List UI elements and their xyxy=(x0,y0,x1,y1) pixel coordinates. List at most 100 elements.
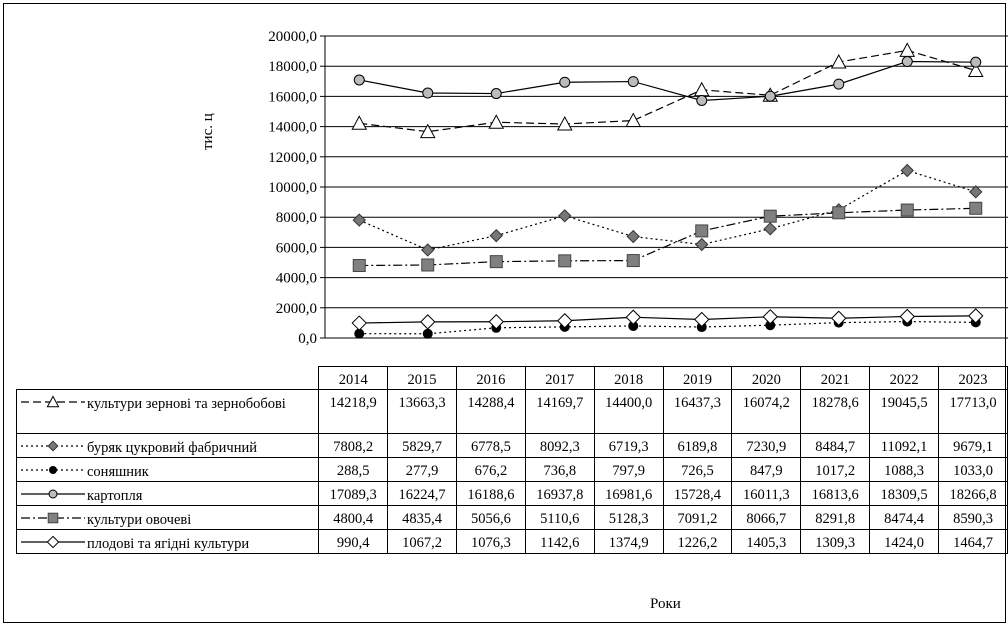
legend-label: культури овочеві xyxy=(87,512,192,528)
data-label: 1142,6 xyxy=(524,529,595,554)
data-label: 16937,8 xyxy=(524,481,595,506)
legend-symbol xyxy=(21,466,85,474)
marker-diamond xyxy=(557,313,573,329)
y-tick-label: 10000,0 xyxy=(268,180,317,196)
data-label: 8590,3 xyxy=(938,505,1008,530)
data-label: 5056,6 xyxy=(455,505,526,530)
marker-diamond xyxy=(626,229,640,244)
marker-circle xyxy=(48,489,58,499)
y-tick-label: 0,0 xyxy=(298,331,317,347)
marker-triangle xyxy=(488,114,505,129)
data-label: 8484,7 xyxy=(800,433,871,458)
data-label: 19045,5 xyxy=(869,389,939,434)
legend-cell: плодові та ягідні культури xyxy=(15,529,320,554)
marker-triangle xyxy=(899,42,916,57)
marker-diamond xyxy=(694,311,710,328)
legend-label: соняшник xyxy=(87,464,149,480)
marker-diamond xyxy=(489,228,503,243)
marker-square xyxy=(763,209,777,223)
data-label: 16011,3 xyxy=(731,481,802,506)
data-label: 1226,2 xyxy=(662,529,733,554)
data-label: 18278,6 xyxy=(800,389,871,434)
marker-square xyxy=(969,201,983,215)
marker-diamond xyxy=(46,535,60,549)
marker-diamond xyxy=(900,163,914,178)
y-tick-label: 18000,0 xyxy=(268,59,317,75)
marker-circle xyxy=(354,328,365,339)
marker-diamond xyxy=(488,314,504,330)
data-label: 6189,8 xyxy=(662,433,733,458)
legend-cell: культури овочеві xyxy=(15,505,320,530)
marker-circle xyxy=(764,90,776,102)
series-line xyxy=(359,207,976,267)
category-label: 2022 xyxy=(869,366,939,390)
data-label: 288,5 xyxy=(318,457,389,482)
category-label: 2017 xyxy=(524,366,595,390)
legend-label: буряк цукровий фабричний xyxy=(87,440,257,456)
data-label: 1017,2 xyxy=(800,457,871,482)
series-line xyxy=(359,320,976,335)
marker-diamond xyxy=(558,209,572,223)
marker-diamond xyxy=(421,243,435,257)
data-label: 8291,8 xyxy=(800,505,871,530)
data-label: 16437,3 xyxy=(662,389,733,434)
data-label: 7808,2 xyxy=(318,433,389,458)
category-label: 2019 xyxy=(662,366,733,390)
marker-diamond xyxy=(695,237,709,252)
marker-circle xyxy=(559,76,571,88)
data-label: 16188,6 xyxy=(455,481,526,506)
marker-square xyxy=(421,258,435,272)
data-label: 726,5 xyxy=(662,457,733,482)
y-tick-label: 4000,0 xyxy=(276,271,317,287)
data-label: 18266,8 xyxy=(938,481,1008,506)
chart-frame xyxy=(3,3,1006,623)
category-label: 2016 xyxy=(455,366,526,390)
marker-circle xyxy=(490,88,502,100)
marker-diamond xyxy=(351,315,367,331)
data-label: 5110,6 xyxy=(524,505,595,530)
category-label: 2023 xyxy=(938,366,1008,390)
legend-symbol xyxy=(21,535,85,549)
y-tick-label: 14000,0 xyxy=(268,120,317,136)
data-label: 8092,3 xyxy=(524,433,595,458)
data-label: 1076,3 xyxy=(455,529,526,554)
legend-cell: соняшник xyxy=(15,457,320,482)
data-label: 797,9 xyxy=(593,457,664,482)
table-row: плодові та ягідні культури 990,4 1067,2 107… xyxy=(15,529,1008,554)
data-label: 5829,7 xyxy=(387,433,457,458)
data-label: 7230,9 xyxy=(731,433,802,458)
data-label: 14218,9 xyxy=(318,389,389,434)
data-label: 1405,3 xyxy=(731,529,802,554)
marker-square xyxy=(900,203,914,217)
marker-diamond xyxy=(763,222,777,236)
data-label: 16074,2 xyxy=(731,389,802,434)
series xyxy=(353,56,982,107)
marker-square xyxy=(47,512,59,524)
marker-circle xyxy=(627,76,639,88)
data-label: 5128,3 xyxy=(593,505,664,530)
marker-triangle xyxy=(556,115,573,131)
marker-circle xyxy=(49,466,57,474)
y-tick-label: 8000,0 xyxy=(276,210,317,226)
data-label: 8474,4 xyxy=(869,505,939,530)
legend-cell: культури зернові та зернобобові xyxy=(15,389,320,434)
marker-square xyxy=(352,259,366,273)
data-label: 676,2 xyxy=(455,457,526,482)
table-row: картопля 17089,3 16224,7 16188,6 16937,8 1698… xyxy=(15,481,1008,506)
marker-diamond xyxy=(969,185,983,199)
y-tick-label: 2000,0 xyxy=(276,301,317,317)
marker-square xyxy=(832,206,846,220)
category-label: 2021 xyxy=(800,366,871,390)
marker-circle xyxy=(833,78,845,90)
data-label: 1088,3 xyxy=(869,457,939,482)
y-axis-ticks: 0,0 2000,0 4000,0 6000,0 8000,0 10000,0 12000,… xyxy=(268,29,317,347)
y-tick-label: 12000,0 xyxy=(268,150,317,166)
y-tick-label: 20000,0 xyxy=(268,29,317,45)
data-label: 8066,7 xyxy=(731,505,802,530)
category-label: 2018 xyxy=(593,366,664,390)
marker-triangle xyxy=(419,123,436,139)
legend-symbol xyxy=(21,395,85,408)
data-label: 16224,7 xyxy=(387,481,457,506)
table-row: культури овочеві 4800,4 4835,4 5056,6 5110,6… xyxy=(15,505,1008,530)
